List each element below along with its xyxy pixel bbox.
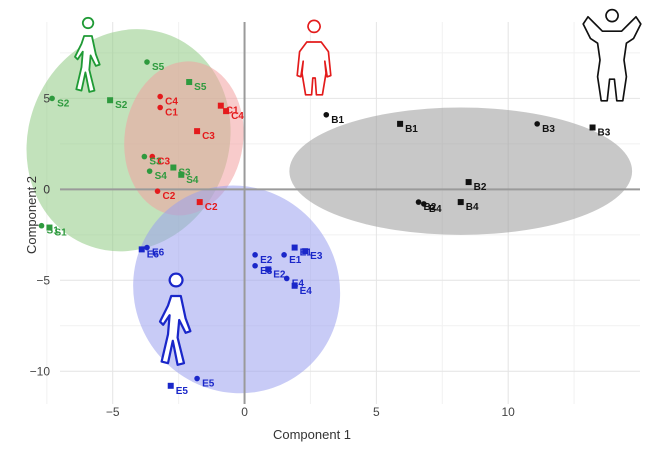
point-label: E2 [260,255,273,266]
x-axis-title: Component 1 [273,427,351,442]
point-b2-square [465,179,472,186]
point-b3-square [589,124,596,131]
point-s2-square [107,97,114,104]
y-tick-label: 0 [43,182,50,196]
point-label: E1 [300,248,313,259]
point-b4-circle [421,201,427,207]
point-label: C1 [165,107,178,118]
point-label: E5 [202,379,215,390]
point-c2-square [196,199,203,206]
point-e1-square [291,244,298,251]
x-tick-label: 10 [502,405,516,419]
y-axis-title: Component 2 [24,176,39,254]
point-c3-square [194,128,201,135]
point-label: E3 [260,266,273,277]
point-label: S2 [57,98,70,109]
point-b3-circle [534,121,540,127]
runner-icon [158,272,192,366]
point-label: E4 [300,286,313,297]
point-label: S4 [186,175,199,186]
point-label: E6 [147,249,160,260]
y-tick-label: −10 [30,364,51,378]
point-s4-circle [146,168,153,174]
point-c3-circle [149,153,156,160]
confidence-ellipse-e [133,185,341,394]
point-e1-circle [281,252,287,258]
point-c1-square [217,102,224,109]
runner-icon [74,16,101,93]
point-label: B2 [424,202,437,213]
point-e5-circle [194,375,200,382]
point-label: C2 [163,191,176,202]
point-label: S1 [47,226,60,237]
point-label: B4 [466,202,479,213]
point-e4-circle [283,275,290,282]
point-label: S3 [178,168,191,179]
point-s5-square [186,79,193,86]
confidence-ellipse-c [124,61,244,216]
y-tick-label: 5 [43,91,50,105]
point-e2-circle [252,252,258,258]
x-tick-label: 5 [373,405,380,419]
point-label: S3 [149,157,162,168]
point-c4-square [223,108,230,115]
point-b2-circle [415,199,422,205]
point-label: C2 [205,202,218,213]
heavy-person-icon [296,19,332,96]
point-e3-circle [252,262,258,269]
point-label: C3 [157,157,170,168]
point-c4-circle [157,93,163,100]
point-e5-square [167,382,174,389]
point-s2-circle [49,95,55,102]
bodybuilder-icon [582,8,642,102]
x-tick-label: −5 [106,405,120,419]
point-b4-square [457,199,464,206]
point-e2-square [265,266,272,273]
point-b1-circle [323,111,330,118]
point-e4-square [291,282,298,289]
point-label: S5 [194,82,207,93]
point-label: B3 [598,128,611,139]
point-label: E1 [289,255,302,266]
point-s4-square [178,171,185,178]
point-label: E6 [152,248,165,259]
point-s3-square [170,164,177,171]
point-e6-square [138,246,145,253]
point-label: S2 [115,100,128,111]
point-s3-circle [141,153,148,160]
confidence-ellipse-b [289,107,633,235]
point-label: S1 [54,228,67,239]
point-label: S5 [152,62,165,73]
point-e3-square [302,248,309,255]
point-label: B2 [474,182,487,193]
point-label: B1 [331,115,344,126]
point-label: E3 [310,251,323,262]
x-tick-label: 0 [241,405,248,419]
point-label: S4 [155,171,168,182]
point-s1-square [46,224,53,231]
point-c2-circle [154,188,161,194]
y-tick-label: −5 [36,273,50,287]
point-label: C4 [165,97,178,108]
point-c1-circle [157,104,163,111]
point-b1-square [397,120,404,127]
point-label: E4 [292,278,305,289]
point-label: B1 [405,124,418,135]
point-label: B4 [429,204,442,215]
point-e6-circle [144,244,150,251]
point-label: C1 [226,106,239,117]
point-s1-circle [38,222,45,229]
point-label: C3 [202,131,215,142]
points-layer [38,59,596,389]
y-tick-label: 0 [43,182,50,196]
point-label: E5 [176,386,189,397]
point-label: B3 [542,124,555,135]
figures-layer [74,8,642,366]
point-label: E2 [273,269,286,280]
point-label: C4 [231,111,244,122]
point-s5-circle [144,59,150,65]
